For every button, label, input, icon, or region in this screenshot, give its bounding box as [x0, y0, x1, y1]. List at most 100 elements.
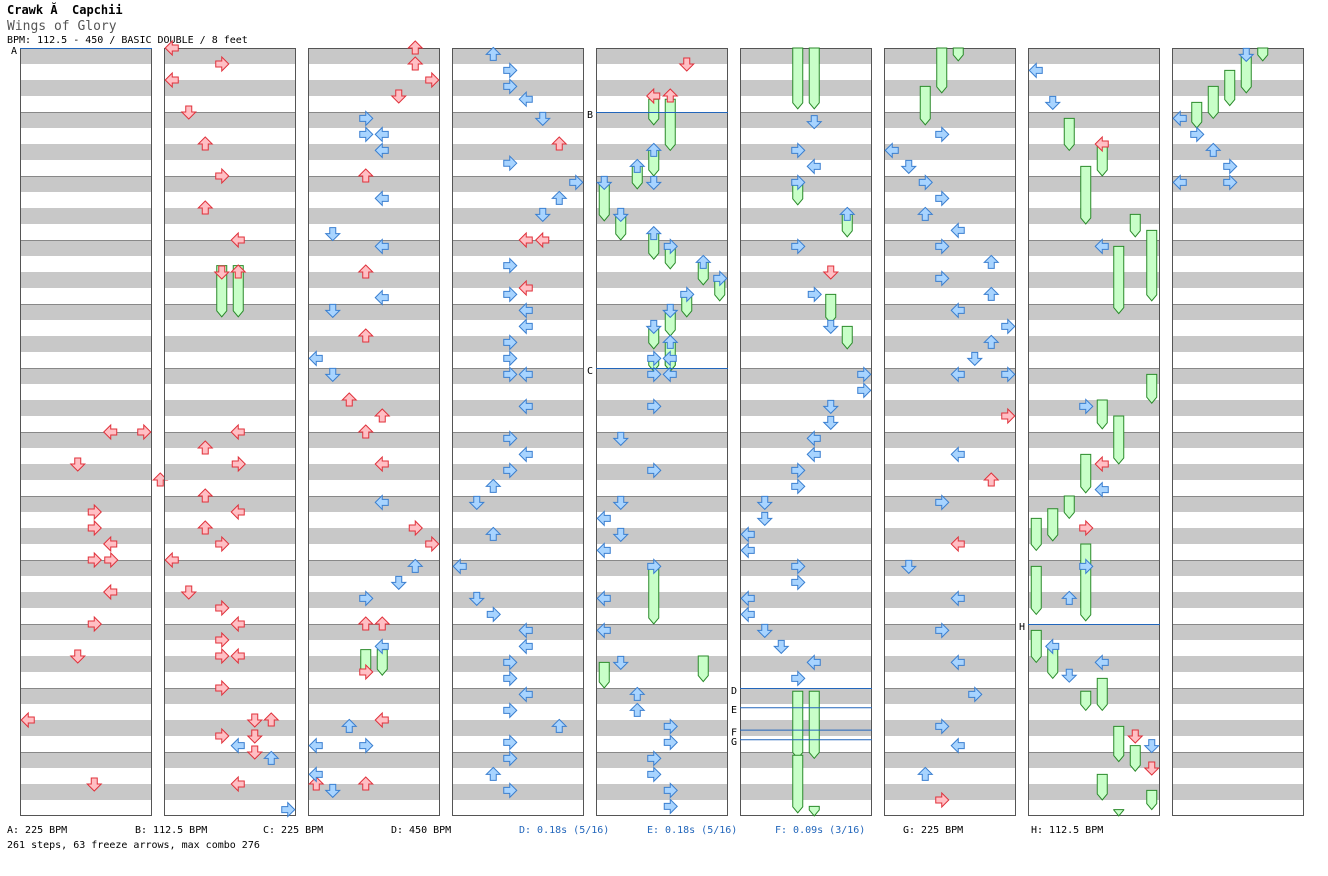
- beat-band: [596, 208, 728, 224]
- step-arrow: [1205, 142, 1222, 157]
- beat-band: [1028, 784, 1160, 800]
- step-arrow: [503, 750, 518, 767]
- beat-band: [740, 496, 872, 512]
- step-arrow: [503, 334, 518, 351]
- beat-band: [452, 112, 584, 128]
- freeze-arrow: [1224, 69, 1236, 107]
- step-arrow: [950, 366, 965, 383]
- step-arrow: [518, 318, 533, 335]
- beat-band: [1028, 304, 1160, 320]
- step-arrow: [596, 175, 613, 191]
- beat-band: [1028, 80, 1160, 96]
- step-arrow: [341, 718, 358, 733]
- song-title: Wings of Glory: [7, 19, 117, 34]
- beat-band: [740, 208, 872, 224]
- step-arrow: [534, 111, 551, 127]
- step-arrow: [324, 783, 341, 799]
- chart-column: [164, 39, 296, 818]
- step-arrow: [740, 542, 755, 559]
- beat-band: [164, 400, 296, 416]
- freeze-arrow: [1047, 508, 1059, 542]
- step-arrow: [215, 679, 230, 697]
- beat-band: [596, 368, 728, 384]
- step-arrow: [1079, 398, 1094, 415]
- beat-band: [1028, 368, 1160, 384]
- beat-band: [740, 624, 872, 640]
- legend-item: C: 225 BPM: [263, 825, 324, 836]
- step-arrow: [645, 225, 662, 241]
- step-arrow: [968, 686, 983, 703]
- step-arrow: [1079, 558, 1094, 575]
- beat-band: [164, 304, 296, 320]
- step-arrow: [645, 319, 662, 335]
- column-border: [164, 48, 296, 816]
- step-arrow: [1028, 62, 1043, 79]
- step-arrow: [535, 231, 550, 249]
- step-arrow: [357, 168, 374, 183]
- step-arrow: [935, 494, 950, 511]
- step-arrow: [374, 289, 389, 306]
- beat-band: [20, 560, 152, 576]
- step-arrow: [900, 159, 917, 175]
- beat-band: [20, 176, 152, 192]
- step-arrow: [87, 519, 102, 537]
- beat-band: [164, 368, 296, 384]
- step-arrow: [983, 286, 1000, 301]
- freeze-arrow: [1191, 101, 1203, 129]
- freeze-arrow: [792, 690, 804, 760]
- step-arrow: [807, 286, 822, 303]
- beat-band: [1028, 592, 1160, 608]
- step-arrow: [612, 527, 629, 543]
- freeze-arrow: [648, 565, 660, 625]
- beat-band: [1028, 400, 1160, 416]
- beat-band: [1028, 656, 1160, 672]
- freeze-arrow: [1080, 453, 1092, 494]
- step-arrow: [341, 392, 358, 407]
- beat-band: [20, 144, 152, 160]
- beat-band: [740, 720, 872, 736]
- step-arrow: [87, 503, 102, 521]
- beat-band: [596, 720, 728, 736]
- freeze-arrow: [1146, 229, 1158, 302]
- beat-band: [20, 656, 152, 672]
- step-arrow: [1223, 174, 1238, 191]
- step-arrow: [695, 254, 712, 269]
- beat-band: [308, 304, 440, 320]
- step-arrow: [678, 57, 695, 72]
- step-arrow: [230, 231, 245, 249]
- beat-band: [164, 592, 296, 608]
- step-arrow: [935, 791, 950, 809]
- beat-band: [1172, 688, 1304, 704]
- step-arrow: [518, 638, 533, 655]
- beat-band: [452, 464, 584, 480]
- beat-band: [884, 240, 1016, 256]
- step-arrow: [1172, 110, 1187, 127]
- beat-band: [164, 528, 296, 544]
- step-arrow: [662, 303, 679, 319]
- step-arrow: [407, 558, 424, 573]
- step-arrow: [983, 472, 1000, 487]
- step-arrow: [1094, 455, 1109, 473]
- chart-column: [308, 40, 440, 816]
- beat-band: [884, 368, 1016, 384]
- step-arrow: [357, 424, 374, 439]
- step-arrow: [935, 718, 950, 735]
- beat-band: [1028, 752, 1160, 768]
- beat-band: [164, 176, 296, 192]
- beat-band: [308, 272, 440, 288]
- step-arrow: [452, 558, 467, 575]
- beat-band: [164, 80, 296, 96]
- chart-column: [740, 47, 872, 817]
- step-arrow: [791, 478, 806, 495]
- step-arrow: [950, 222, 965, 239]
- step-arrow: [324, 303, 341, 319]
- step-arrow: [180, 585, 197, 600]
- step-arrow: [230, 775, 245, 793]
- legend-item: F: 0.09s (3/16): [775, 825, 866, 836]
- beat-band: [1028, 688, 1160, 704]
- step-arrow: [485, 766, 502, 781]
- step-arrow: [230, 615, 245, 633]
- step-arrow: [503, 430, 518, 447]
- step-arrow: [503, 670, 518, 687]
- step-arrow: [164, 551, 179, 569]
